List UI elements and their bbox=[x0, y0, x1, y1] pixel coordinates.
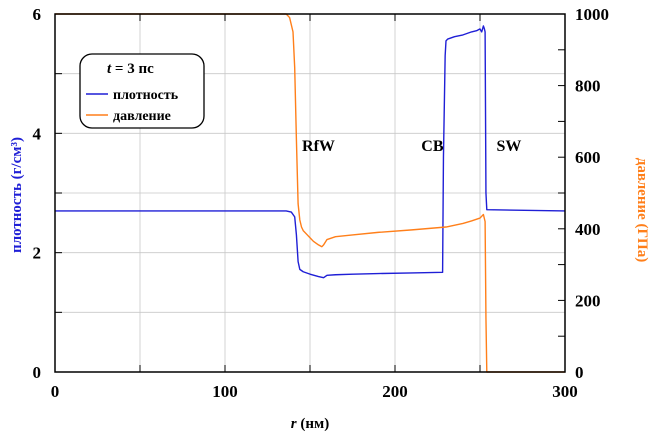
legend: t = 3 пс плотность давление bbox=[79, 53, 205, 129]
legend-title-rest: = 3 пс bbox=[111, 61, 154, 77]
y-right-tick-label: 1000 bbox=[575, 5, 609, 24]
legend-label-pressure: давление bbox=[113, 109, 171, 124]
y-right-tick-label: 800 bbox=[575, 77, 601, 96]
y-left-tick-label: 0 bbox=[33, 363, 42, 382]
y-left-tick-label: 2 bbox=[33, 244, 42, 263]
y-left-axis-title: плотность (г/см³) bbox=[9, 137, 25, 253]
y-right-tick-label: 0 bbox=[575, 363, 584, 382]
series-layer bbox=[55, 13, 566, 373]
y-right-tick-label: 400 bbox=[575, 220, 601, 239]
annotation-cb: CB bbox=[421, 138, 444, 155]
x-axis-title: r (нм) bbox=[291, 416, 329, 432]
y-right-tick-label: 600 bbox=[575, 148, 601, 167]
legend-title-var: t bbox=[107, 61, 112, 77]
x-axis-unit: (нм) bbox=[297, 416, 330, 432]
ticks bbox=[54, 13, 566, 373]
x-axis-var: r bbox=[291, 416, 297, 432]
y-right-axis-title: давление (ГПа) bbox=[634, 158, 650, 262]
annotation-rfw: RfW bbox=[302, 138, 335, 155]
x-tick-label: 200 bbox=[382, 382, 408, 401]
y-right-tick-label: 200 bbox=[575, 291, 601, 310]
x-tick-label: 100 bbox=[212, 382, 238, 401]
annotation-sw: SW bbox=[496, 138, 521, 155]
legend-box bbox=[79, 53, 205, 129]
series-line-density bbox=[55, 25, 566, 279]
y-left-tick-label: 6 bbox=[33, 5, 42, 24]
grid bbox=[55, 14, 565, 372]
legend-label-density: плотность bbox=[113, 88, 179, 103]
y-left-tick-label: 4 bbox=[33, 124, 42, 143]
series-line-pressure bbox=[55, 13, 565, 373]
legend-title: t = 3 пс bbox=[107, 61, 154, 77]
annotations: RfW CB SW bbox=[302, 138, 521, 155]
x-tick-label: 300 bbox=[552, 382, 578, 401]
x-tick-label: 0 bbox=[51, 382, 60, 401]
